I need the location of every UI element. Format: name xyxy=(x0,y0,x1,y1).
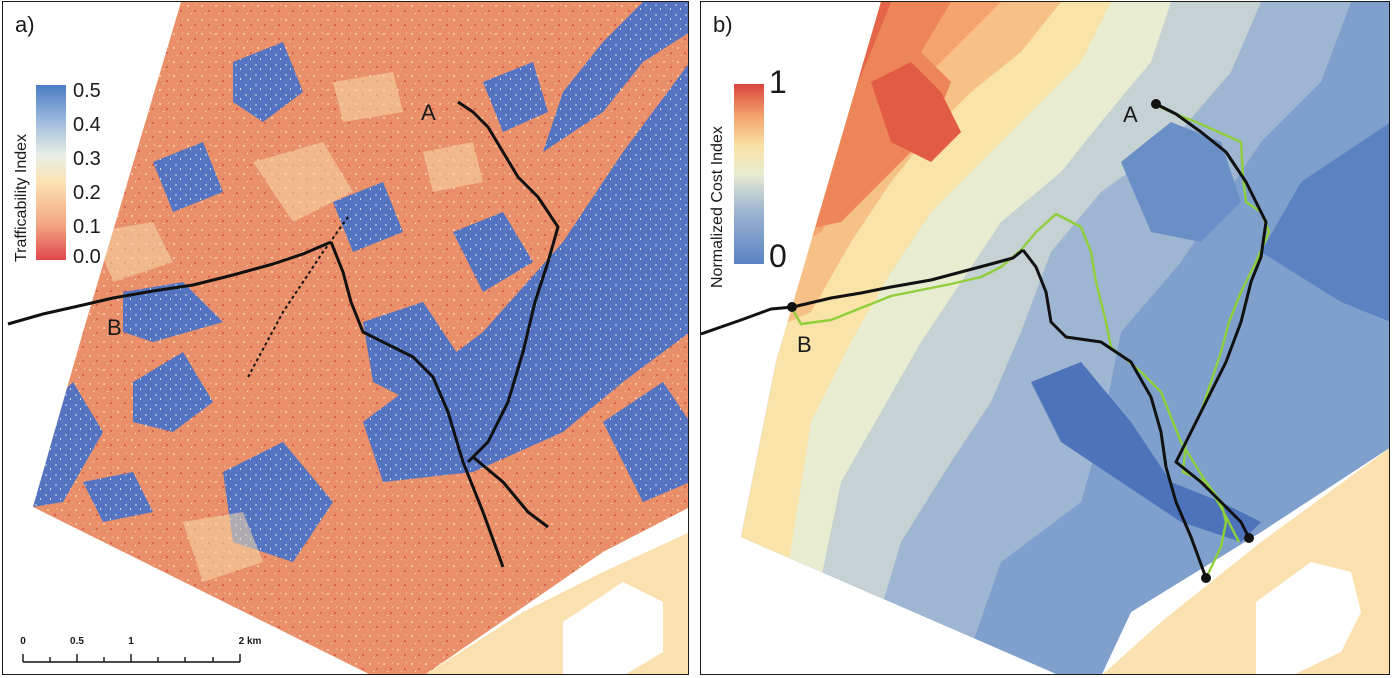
black-route-west xyxy=(701,248,1024,336)
trafficability-tick: 0.4 xyxy=(73,114,101,136)
route-a-to-south xyxy=(457,100,560,464)
scale-tick-label: 1 xyxy=(128,636,134,647)
panel-a-label: a) xyxy=(15,12,35,37)
scale-tick-label: 0.5 xyxy=(70,636,84,647)
cost-map-canvas xyxy=(701,2,1389,674)
point-b-marker xyxy=(787,302,797,312)
trafficability-raster xyxy=(33,2,688,674)
point-a-marker xyxy=(1151,99,1161,109)
point-b-label: B xyxy=(107,315,122,340)
route-west xyxy=(7,240,332,326)
scale-tick-label: 2 km xyxy=(238,636,262,647)
trafficability-tick: 0.5 xyxy=(73,80,101,102)
black-route-b-south xyxy=(1021,249,1208,579)
trafficability-tick: 0.2 xyxy=(73,182,101,204)
cost-tick-min: 0 xyxy=(769,238,787,274)
cost-colorbar-title: Normalized Cost Index xyxy=(709,126,726,288)
panel-b-cost-map: b) Normalized Cost Index 1 0 A B xyxy=(700,1,1390,675)
point-b-label: B xyxy=(797,332,812,357)
trafficability-tick: 0.1 xyxy=(73,216,101,238)
trafficability-tick: 0.3 xyxy=(73,148,101,170)
transition-patches xyxy=(93,72,483,582)
scale-bar xyxy=(22,654,241,663)
cost-tick-max: 1 xyxy=(769,64,787,100)
water-body xyxy=(1256,562,1361,674)
south-endpoint-marker xyxy=(1244,533,1254,543)
south-endpoint-marker xyxy=(1201,573,1211,583)
black-route-a-south xyxy=(1155,102,1268,539)
trafficability-map-canvas xyxy=(7,2,688,674)
scale-tick-label: 0 xyxy=(20,636,26,647)
trafficability-colorbar xyxy=(36,85,66,260)
trafficability-tick: 0.0 xyxy=(73,246,101,268)
routes-panel-a xyxy=(7,100,560,568)
panel-a-trafficability-map: a) Trafficability Index 0.5 0.4 0.3 0.2 … xyxy=(2,1,689,675)
route-junction-east xyxy=(472,455,549,529)
dashed-ridge-line xyxy=(247,216,349,378)
trafficability-colorbar-title: Trafficability Index xyxy=(13,133,30,262)
panel-b-label: b) xyxy=(713,12,733,37)
route-endpoints xyxy=(787,99,1254,583)
route-b-to-south xyxy=(329,241,505,568)
black-routes xyxy=(701,102,1268,579)
cost-colorbar xyxy=(734,84,764,264)
point-a-label: A xyxy=(421,100,436,125)
water-body xyxy=(563,582,663,674)
green-route-west xyxy=(789,212,1241,543)
point-a-label: A xyxy=(1123,102,1138,127)
